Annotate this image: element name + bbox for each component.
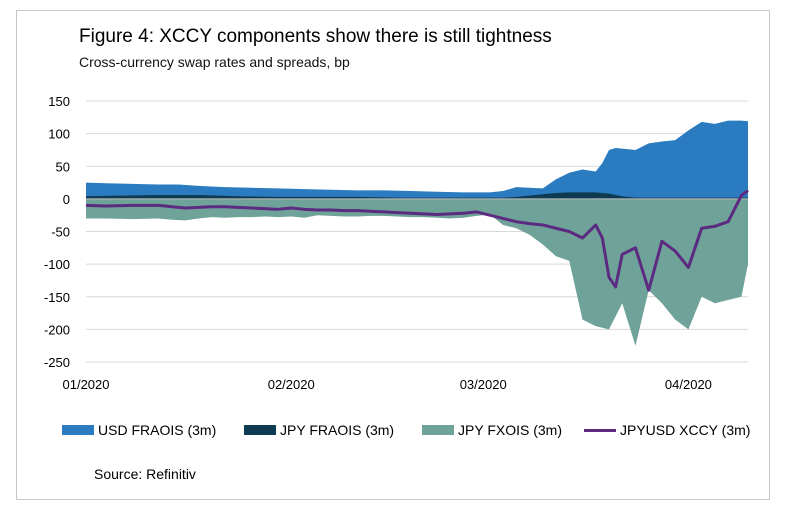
legend-swatch-usd-fraois [62, 425, 94, 435]
legend-line-jpyusd-xccy [584, 428, 616, 432]
y-tick-label-0: 0 [63, 192, 70, 207]
x-tick-label-0: 01/2020 [63, 377, 110, 392]
x-tick-label-2: 03/2020 [460, 377, 507, 392]
legend-swatch-jpy-fraois [244, 425, 276, 435]
y-tick-label--200: -200 [44, 322, 70, 337]
chart-legend: USD FRAOIS (3m) JPY FRAOIS (3m) JPY FXOI… [60, 422, 760, 442]
y-tick-label-150: 150 [48, 94, 70, 109]
chart-subtitle: Cross-currency swap rates and spreads, b… [79, 54, 350, 70]
y-tick-label--250: -250 [44, 355, 70, 370]
y-tick-label-100: 100 [48, 127, 70, 142]
usd-fraois-area [86, 120, 748, 199]
x-tick-label-3: 04/2020 [665, 377, 712, 392]
y-tick-label--100: -100 [44, 257, 70, 272]
legend-label-jpyusd-xccy: JPYUSD XCCY (3m) [620, 422, 751, 438]
y-tick-label--50: -50 [51, 225, 70, 240]
legend-item-usd-fraois: USD FRAOIS (3m) [62, 422, 216, 438]
y-tick-label-50: 50 [56, 159, 70, 174]
legend-label-jpy-fxois: JPY FXOIS (3m) [458, 422, 562, 438]
legend-label-usd-fraois: USD FRAOIS (3m) [98, 422, 217, 438]
legend-item-jpy-fxois: JPY FXOIS (3m) [422, 422, 562, 438]
x-tick-label-1: 02/2020 [268, 377, 315, 392]
source-note: Source: Refinitiv [94, 466, 196, 482]
legend-label-jpy-fraois: JPY FRAOIS (3m) [280, 422, 395, 438]
chart-title: Figure 4: XCCY components show there is … [79, 26, 552, 47]
jpy-fraois-area [86, 192, 748, 199]
jpyusd-xccy-line [85, 189, 749, 292]
legend-item-jpyusd-xccy: JPYUSD XCCY (3m) [584, 422, 750, 438]
legend-swatch-jpy-fxois [422, 425, 454, 435]
y-tick-label--150: -150 [44, 290, 70, 305]
jpy-fxois-area [86, 198, 748, 346]
legend-item-jpy-fraois: JPY FRAOIS (3m) [244, 422, 394, 438]
